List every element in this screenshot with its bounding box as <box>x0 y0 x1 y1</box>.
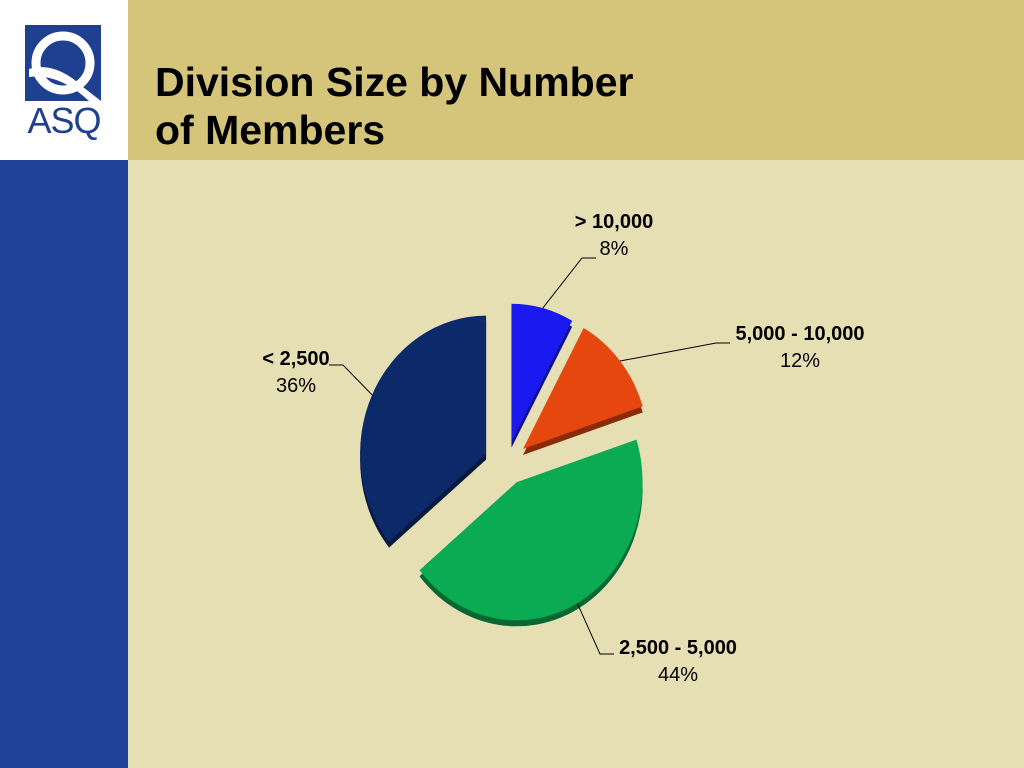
header-band <box>128 0 1024 160</box>
pie-slice-1 <box>511 303 573 448</box>
pie-slice-3 <box>419 439 643 627</box>
title-line-1: Division Size by Number <box>155 59 634 105</box>
slice-category-label: > 10,000 <box>575 211 653 233</box>
title-line-2: of Members <box>155 107 386 153</box>
slice-percent-label: 12% <box>780 350 820 372</box>
pie-slice-top <box>419 439 643 621</box>
pie-slice-2 <box>522 328 643 455</box>
slice-label: 5,000 - 10,000 12% <box>736 323 865 372</box>
leader-line <box>329 364 373 396</box>
slice-category-label: < 2,500 <box>262 348 329 370</box>
pie-chart: > 10,000 8% 5,000 - 10,000 12% 2,500 - 5,000… <box>262 211 865 686</box>
slice-percent-label: 8% <box>600 238 629 260</box>
leader-line <box>542 257 596 309</box>
pie-slice-top <box>511 303 573 442</box>
pie-slice-top <box>522 328 643 449</box>
left-accent-bar <box>0 160 128 768</box>
leader-line <box>576 603 614 655</box>
logo-text: ASQ <box>27 100 101 141</box>
slice-percent-label: 44% <box>658 664 698 686</box>
slice-label: < 2,500 36% <box>262 348 329 397</box>
leader-line <box>619 342 730 362</box>
pie-slice-4 <box>360 315 487 548</box>
slice-label: > 10,000 8% <box>575 211 653 260</box>
page-title: Division Size by Number of Members <box>155 58 795 154</box>
asq-logo-icon <box>25 25 101 101</box>
slice-label: 2,500 - 5,000 44% <box>619 637 737 686</box>
slice-category-label: 5,000 - 10,000 <box>736 323 865 345</box>
slice-percent-label: 36% <box>276 375 316 397</box>
pie-slice-top <box>360 315 487 542</box>
slice-category-label: 2,500 - 5,000 <box>619 637 737 659</box>
logo: ASQ <box>0 0 128 160</box>
